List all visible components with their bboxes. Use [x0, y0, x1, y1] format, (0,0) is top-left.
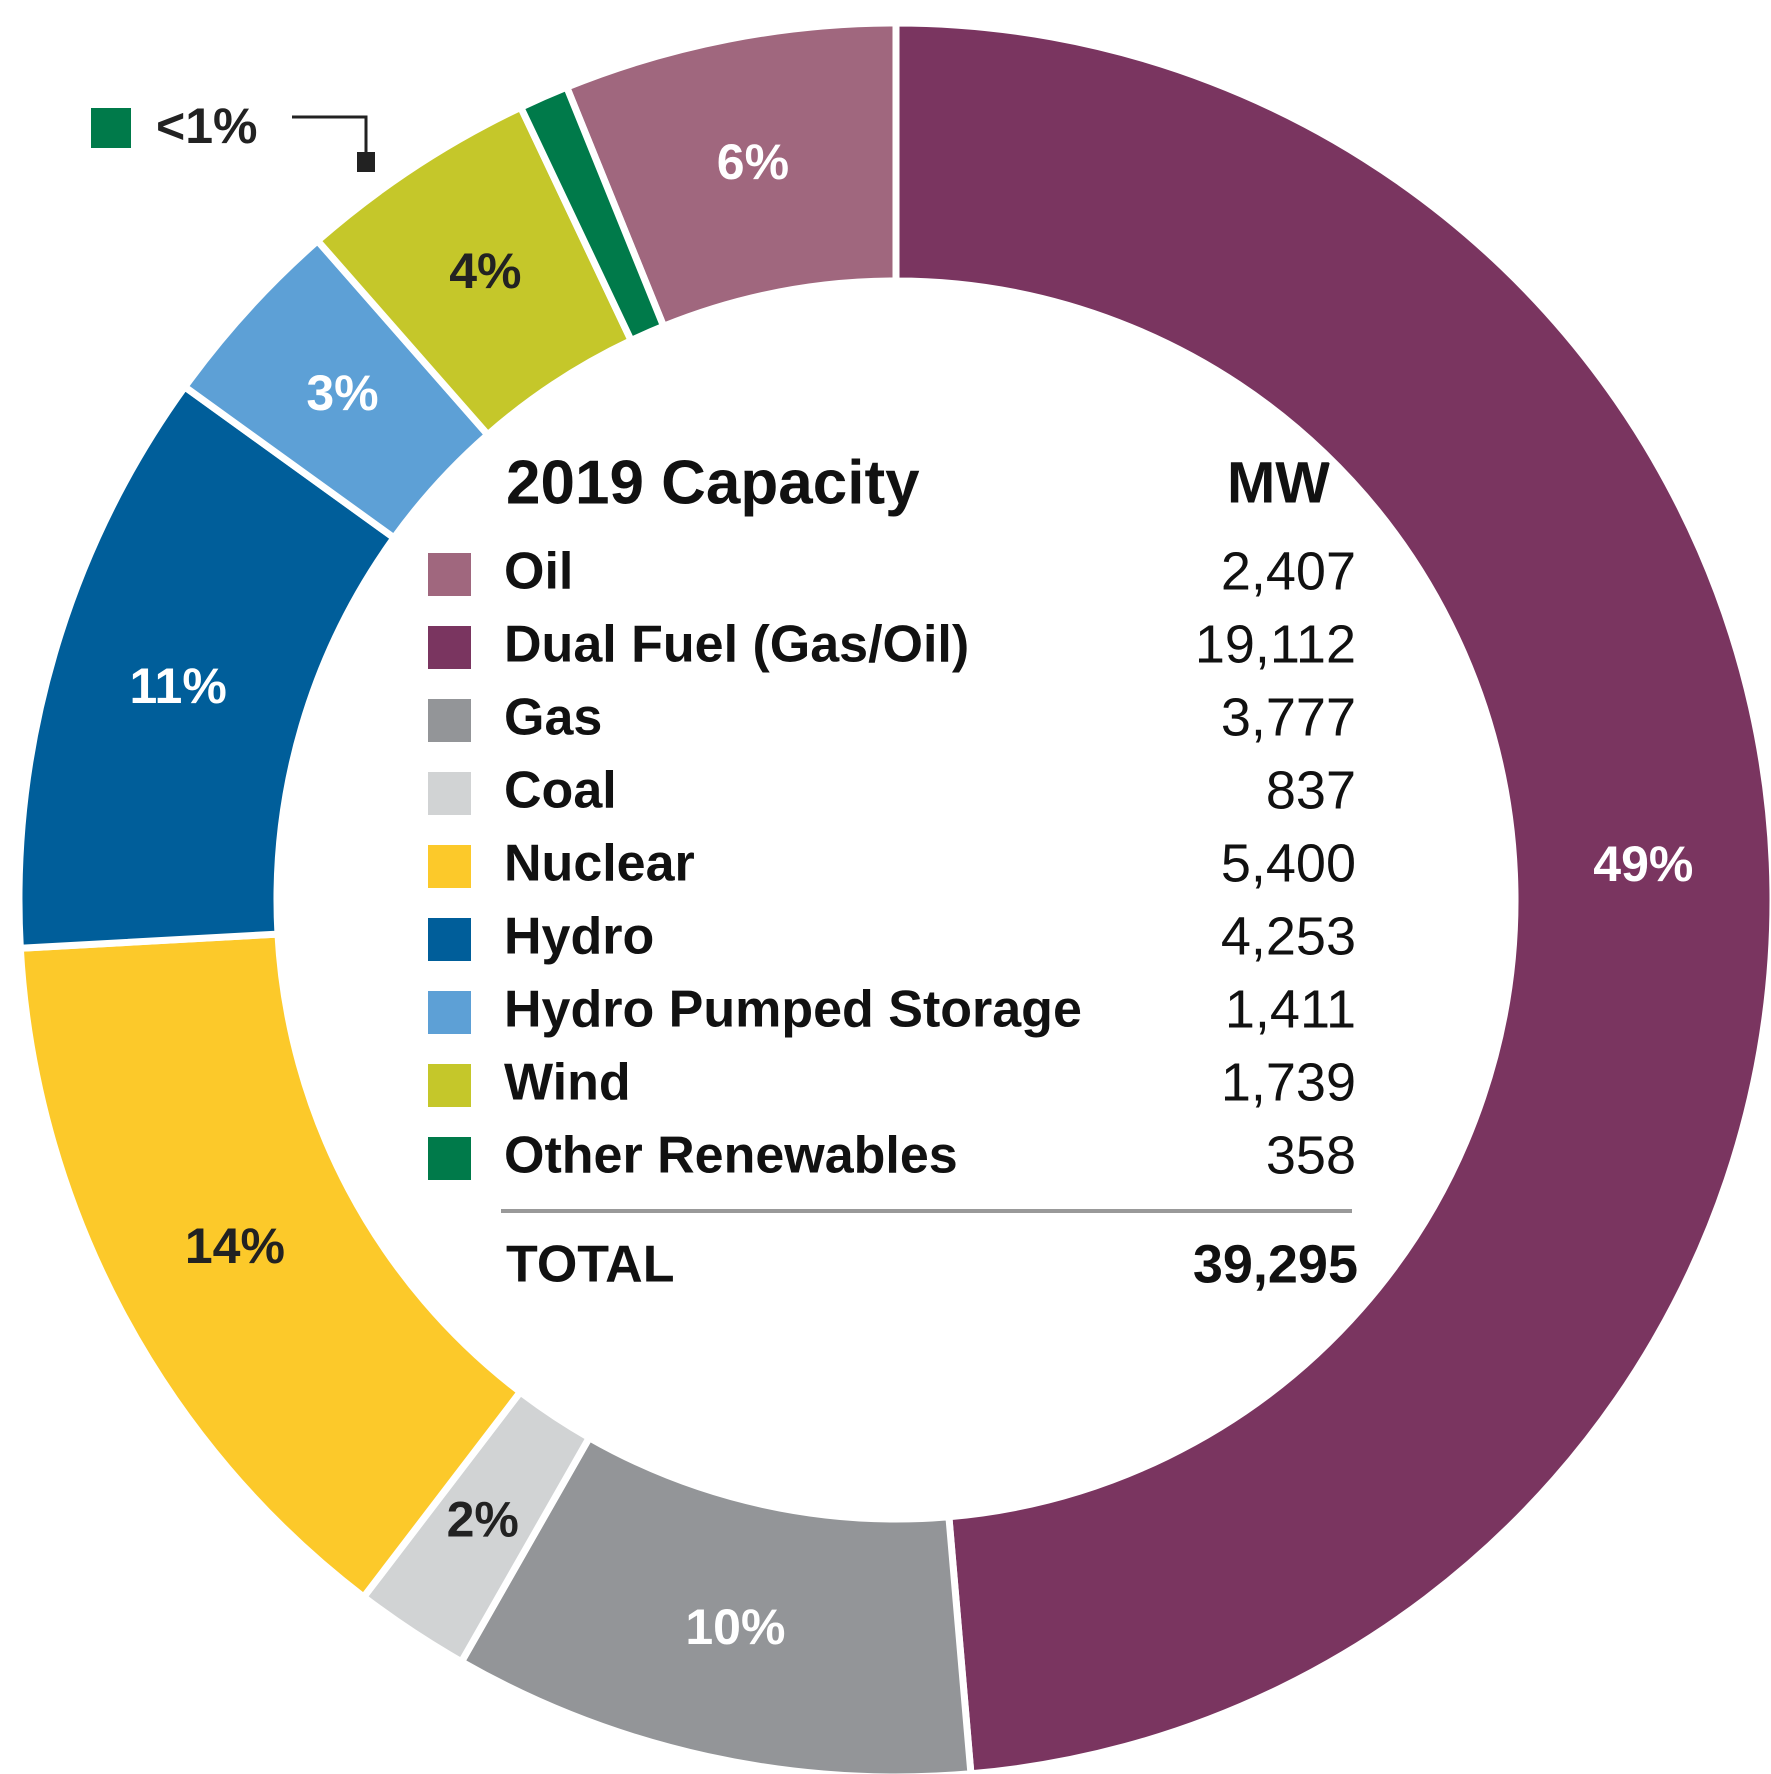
slice-label: 10%: [685, 1599, 785, 1655]
legend-label: Oil: [504, 543, 573, 601]
mw-value: 837: [1266, 760, 1356, 820]
mw-value: 2,407: [1221, 541, 1356, 601]
mw-value: 1,411: [1225, 979, 1356, 1039]
mw-value: 19,112: [1195, 614, 1356, 674]
total-label: TOTAL: [506, 1236, 675, 1294]
legend-swatch: [428, 699, 471, 742]
slice-label: 11%: [129, 658, 226, 714]
callout-end: [357, 152, 375, 172]
legend-swatch: [428, 918, 471, 961]
legend-swatch: [428, 553, 471, 596]
slice-label: 4%: [449, 243, 521, 299]
legend-label: Nuclear: [504, 835, 695, 893]
slice-label: 2%: [447, 1492, 519, 1548]
mw-value: 5,400: [1221, 833, 1356, 893]
mw-value: 1,739: [1221, 1052, 1356, 1112]
legend-swatch: [428, 845, 471, 888]
legend-label: Hydro Pumped Storage: [504, 981, 1082, 1039]
mw-value: 3,777: [1221, 687, 1356, 747]
callout-line: [292, 115, 368, 155]
legend-label: Dual Fuel (Gas/Oil): [504, 616, 969, 674]
value-header: MW: [1227, 450, 1330, 515]
slice: [516, 82, 669, 346]
callout-swatch: [91, 108, 131, 148]
mw-value: 358: [1266, 1125, 1356, 1185]
legend-label: Coal: [504, 762, 617, 820]
legend-label: Wind: [504, 1054, 631, 1112]
legend-label: Other Renewables: [504, 1127, 958, 1185]
table-title: 2019 Capacity: [506, 448, 920, 517]
legend-label: Hydro: [504, 908, 654, 966]
mw-value: 4,253: [1221, 906, 1356, 966]
legend-swatch: [428, 991, 471, 1034]
slice-label: 6%: [717, 134, 789, 190]
legend-swatch: [428, 1064, 471, 1107]
legend-swatch: [428, 772, 471, 815]
slice: [892, 19, 1771, 1774]
legend-swatch: [428, 1137, 471, 1180]
slice: [16, 930, 526, 1602]
slice-label: 49%: [1593, 836, 1693, 892]
callout-label: <1%: [156, 98, 257, 154]
legend-label: Gas: [504, 689, 602, 747]
legend-swatch: [428, 626, 471, 669]
slice-label: 14%: [185, 1218, 285, 1274]
total-value: 39,295: [1193, 1234, 1358, 1294]
slice-label: 3%: [306, 365, 378, 421]
